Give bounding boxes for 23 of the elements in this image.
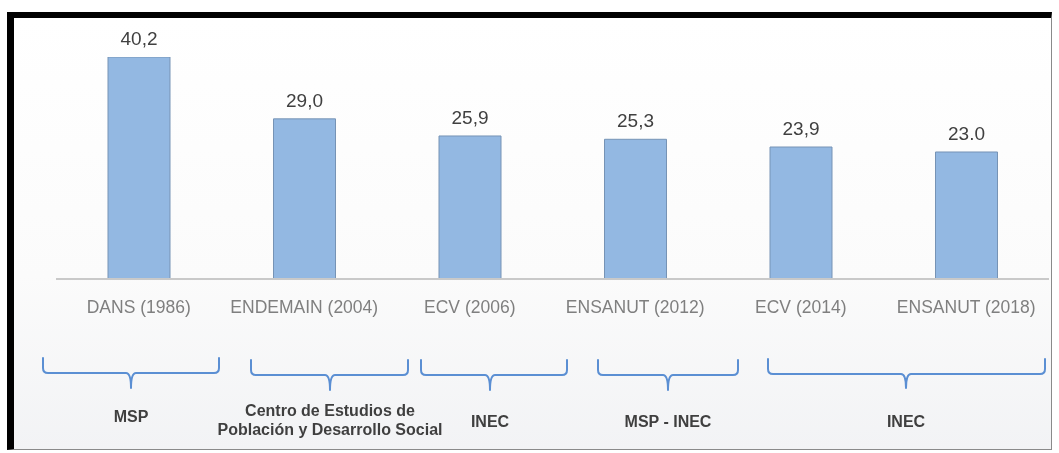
bar: [769, 146, 833, 279]
x-tick-label: ENSANUT (2018): [896, 297, 1036, 318]
data-label: 23.0: [948, 122, 985, 144]
x-tick-label: DANS (1986): [86, 297, 191, 318]
bar: [273, 118, 336, 279]
text: INEC: [470, 411, 510, 431]
data-label: 23,9: [782, 118, 820, 140]
x-tick-label: ECV (2014): [755, 297, 847, 318]
x-tick-label: ENSANUT (2012): [565, 297, 705, 318]
bar: [107, 57, 171, 279]
data-label: 25,9: [451, 106, 489, 128]
x-tick-label: ECV (2006): [424, 297, 516, 318]
text: MSP: [113, 406, 149, 426]
bar: [604, 138, 667, 279]
data-label: 29,0: [286, 89, 323, 111]
bar: [438, 135, 502, 279]
x-tick-label: ENDEMAIN (2004): [230, 297, 379, 318]
data-label: 40,2: [120, 28, 158, 49]
text: Centro de Estudios de Población y Desarrollo Social: [216, 401, 444, 439]
text: INEC: [886, 411, 926, 431]
text: MSP - INEC: [624, 411, 712, 431]
data-label: 25,3: [617, 110, 654, 132]
bar: [935, 151, 998, 279]
